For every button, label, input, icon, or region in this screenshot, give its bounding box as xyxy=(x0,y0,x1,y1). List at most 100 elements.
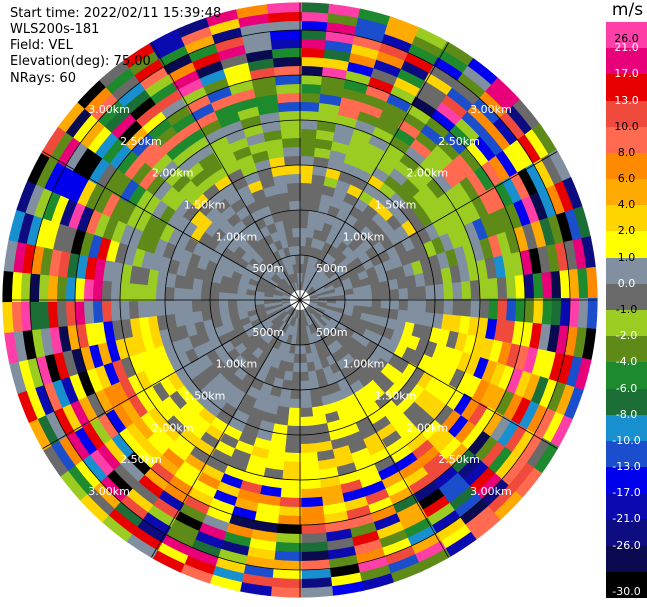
velocity-cell xyxy=(191,299,202,313)
velocity-cell xyxy=(111,402,134,429)
velocity-cell xyxy=(117,455,145,483)
velocity-cell xyxy=(72,424,98,456)
colorbar-segment xyxy=(606,48,647,75)
velocity-cell xyxy=(274,307,285,314)
velocity-cell xyxy=(314,147,333,160)
velocity-cell xyxy=(284,265,292,276)
velocity-cell xyxy=(158,419,181,442)
velocity-cell xyxy=(411,323,425,340)
velocity-cell xyxy=(419,419,442,442)
colorbar-segment xyxy=(606,126,647,154)
velocity-cell xyxy=(256,281,268,290)
velocity-cell xyxy=(278,268,287,279)
velocity-cell xyxy=(479,129,506,159)
velocity-cell xyxy=(229,136,252,153)
velocity-cell xyxy=(458,315,471,337)
velocity-cell xyxy=(340,162,360,178)
velocity-cell xyxy=(135,187,156,212)
velocity-cell xyxy=(276,396,291,409)
velocity-cell xyxy=(399,426,422,447)
velocity-cell xyxy=(303,317,309,328)
velocity-cell xyxy=(163,52,196,75)
velocity-cell xyxy=(263,129,285,142)
velocity-cell xyxy=(517,433,544,466)
velocity-cell xyxy=(419,158,442,181)
velocity-cell xyxy=(384,142,408,163)
velocity-cell xyxy=(298,550,330,562)
velocity-cell xyxy=(473,166,497,194)
velocity-cell xyxy=(532,298,544,328)
velocity-cell xyxy=(43,350,61,383)
velocity-cell xyxy=(437,192,458,216)
velocity-cell xyxy=(383,406,404,425)
velocity-cell xyxy=(275,270,285,281)
velocity-cell xyxy=(502,144,528,176)
velocity-cell xyxy=(165,270,177,288)
velocity-cell xyxy=(286,315,293,326)
velocity-cell xyxy=(16,387,38,423)
colorbar-segment xyxy=(606,362,647,390)
velocity-cell xyxy=(334,307,345,315)
velocity-cell xyxy=(167,190,188,211)
velocity-cell xyxy=(420,123,447,148)
velocity-cell xyxy=(245,299,256,307)
velocity-cell xyxy=(220,530,252,548)
velocity-cell xyxy=(425,151,449,175)
velocity-cell xyxy=(550,270,562,302)
velocity-cell xyxy=(119,298,131,321)
velocity-cell xyxy=(176,119,203,141)
velocity-cell xyxy=(486,446,513,477)
velocity-cell xyxy=(191,529,224,550)
velocity-cell xyxy=(298,47,329,59)
velocity-cell xyxy=(298,496,324,508)
colorbar-tick-label: 1.0 xyxy=(617,250,636,264)
velocity-cell xyxy=(267,252,278,264)
velocity-cell xyxy=(437,437,462,462)
velocity-cell xyxy=(354,556,389,574)
velocity-cell xyxy=(225,127,249,145)
velocity-cell xyxy=(277,228,288,241)
velocity-cell xyxy=(283,155,302,166)
velocity-cell xyxy=(211,26,246,44)
velocity-cell xyxy=(299,227,309,238)
velocity-cell xyxy=(151,361,169,383)
velocity-cell xyxy=(214,174,234,192)
colorbar-unit: m/s xyxy=(611,0,644,20)
velocity-cell xyxy=(554,180,576,216)
velocity-cell xyxy=(156,313,169,332)
velocity-cell xyxy=(317,296,328,301)
velocity-cell xyxy=(449,314,462,335)
velocity-cell xyxy=(452,153,477,180)
velocity-cell xyxy=(350,539,383,557)
velocity-cell xyxy=(145,172,168,196)
velocity-cell xyxy=(208,17,244,36)
velocity-cell xyxy=(406,103,434,127)
velocity-cell xyxy=(269,29,302,41)
velocity-cell xyxy=(340,313,353,323)
velocity-cell xyxy=(145,346,161,368)
velocity-cell xyxy=(206,8,243,27)
velocity-cell xyxy=(368,504,397,524)
velocity-cell xyxy=(282,443,302,454)
velocity-cell xyxy=(326,292,337,298)
velocity-cell xyxy=(462,334,477,358)
velocity-cell xyxy=(310,313,319,323)
velocity-cell xyxy=(343,153,364,169)
velocity-cell xyxy=(123,153,148,180)
velocity-cell xyxy=(17,208,36,244)
velocity-cell xyxy=(131,131,157,157)
velocity-cell xyxy=(290,282,297,293)
velocity-cell xyxy=(339,487,366,504)
velocity-cell xyxy=(298,452,319,463)
velocity-cell xyxy=(158,375,177,397)
velocity-cell xyxy=(336,470,360,486)
velocity-cell xyxy=(200,278,213,292)
velocity-cell xyxy=(299,182,314,193)
velocity-cell xyxy=(307,255,315,266)
velocity-cell xyxy=(293,344,301,355)
velocity-cell xyxy=(466,430,491,459)
velocity-cell xyxy=(262,184,279,198)
velocity-cell xyxy=(105,338,121,363)
velocity-cell xyxy=(281,266,290,277)
